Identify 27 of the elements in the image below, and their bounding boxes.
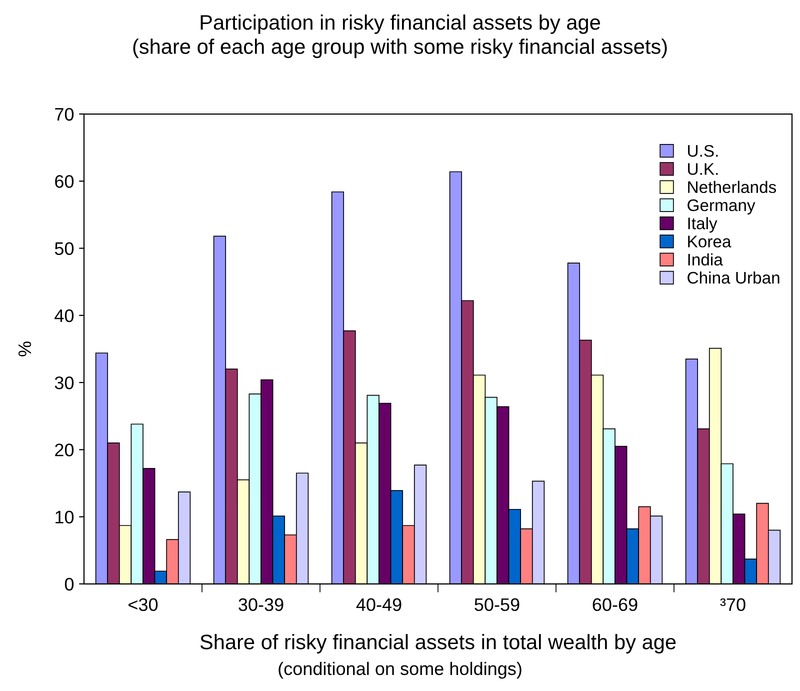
x-tick-label: ³70: [720, 598, 746, 612]
legend-label: Italy: [688, 217, 718, 233]
legend-label: China Urban: [688, 271, 780, 284]
x-tick-label: <30: [128, 598, 158, 612]
text: (conditional on some holdings): [278, 662, 522, 679]
legend-label: U.K.: [688, 163, 718, 175]
chart-subtitle: (share of each age group with some risky financial assets): [133, 38, 667, 58]
y-tick-label: 60: [55, 175, 74, 188]
legend-label: Netherlands: [688, 180, 776, 194]
legend-label: Korea: [688, 236, 732, 248]
y-tick-label: 0: [64, 578, 74, 591]
x-tick-label: 30-39: [238, 598, 284, 612]
y-tick-label: 70: [55, 108, 74, 121]
x-tick-label: 50-59: [474, 598, 520, 612]
y-tick-label: 30: [54, 376, 74, 390]
y-tick-label: 50: [54, 242, 74, 255]
legend-label: Germany: [688, 199, 756, 214]
y-tick-label: 10: [56, 510, 74, 524]
chart-title: Participation in risky financial assets by age: [200, 14, 600, 34]
legend-label: U.S.: [688, 145, 718, 157]
y-axis-title: %: [18, 342, 32, 356]
y-tick-label: 20: [55, 444, 74, 456]
legend-label: India: [688, 253, 723, 266]
x-tick-label: 60-69: [592, 598, 638, 612]
y-tick-label: 40: [54, 309, 74, 322]
x-axis-title: Share of risky financial assets in total wealth by age: [200, 634, 676, 654]
x-tick-label: 40-49: [356, 598, 402, 612]
